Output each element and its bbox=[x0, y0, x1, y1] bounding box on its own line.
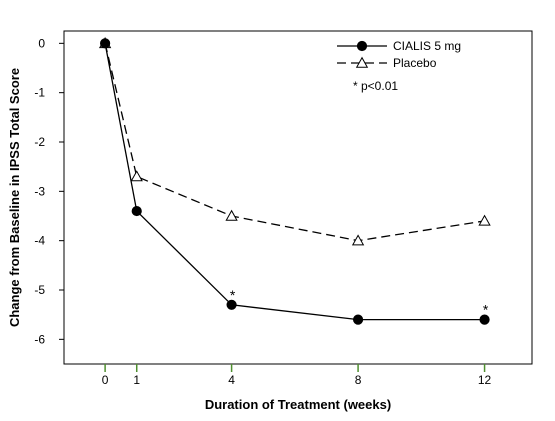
x-axis: 0 1 4 8 12 bbox=[102, 364, 492, 387]
legend-marker bbox=[355, 56, 369, 68]
data-point-cialis-5-mg bbox=[352, 314, 364, 325]
legend-label: Placebo bbox=[393, 56, 437, 70]
data-point-placebo bbox=[225, 209, 238, 221]
data-point-cialis-5-mg bbox=[131, 205, 142, 217]
legend: CIALIS 5 mg Placebo * p<0.01 bbox=[337, 39, 461, 93]
x-tick-label: 4 bbox=[228, 373, 235, 387]
plot-border bbox=[63, 30, 533, 365]
series-layer bbox=[98, 37, 491, 325]
x-tick-label: 8 bbox=[355, 373, 362, 387]
significance-marker: * bbox=[483, 302, 489, 318]
y-tick-label: -2 bbox=[34, 135, 45, 149]
y-tick-label: -5 bbox=[34, 283, 45, 297]
y-axis-title: Change from Baseline in IPSS Total Score bbox=[7, 68, 22, 327]
data-point-cialis-5-mg bbox=[479, 314, 490, 325]
x-tick-label: 1 bbox=[133, 373, 140, 387]
legend-label: CIALIS 5 mg bbox=[393, 39, 461, 53]
y-tick-label: -3 bbox=[34, 184, 45, 198]
significance-marker: * bbox=[230, 287, 236, 303]
legend-marker bbox=[356, 40, 368, 52]
data-point-cialis-5-mg bbox=[226, 299, 237, 310]
series-line-placebo bbox=[104, 43, 485, 242]
data-point-placebo bbox=[478, 214, 491, 226]
series-line-cialis-5-mg bbox=[104, 43, 485, 321]
y-axis: 0 -1 -2 -3 -4 -5 -6 bbox=[34, 36, 64, 346]
data-point-placebo bbox=[351, 234, 365, 246]
data-point-placebo bbox=[130, 170, 143, 182]
data-point-cialis-5-mg bbox=[100, 38, 111, 49]
x-tick-label: 0 bbox=[102, 373, 109, 387]
x-tick-label: 12 bbox=[478, 373, 492, 387]
y-tick-label: -6 bbox=[34, 332, 45, 346]
y-tick-label: 0 bbox=[38, 36, 45, 50]
y-tick-label: -4 bbox=[34, 234, 45, 248]
legend-note: * p<0.01 bbox=[353, 79, 398, 93]
y-tick-label: -1 bbox=[34, 86, 45, 100]
x-axis-title: Duration of Treatment (weeks) bbox=[205, 397, 391, 412]
annotation-layer: ** bbox=[230, 287, 489, 318]
plot-frame bbox=[63, 30, 533, 365]
